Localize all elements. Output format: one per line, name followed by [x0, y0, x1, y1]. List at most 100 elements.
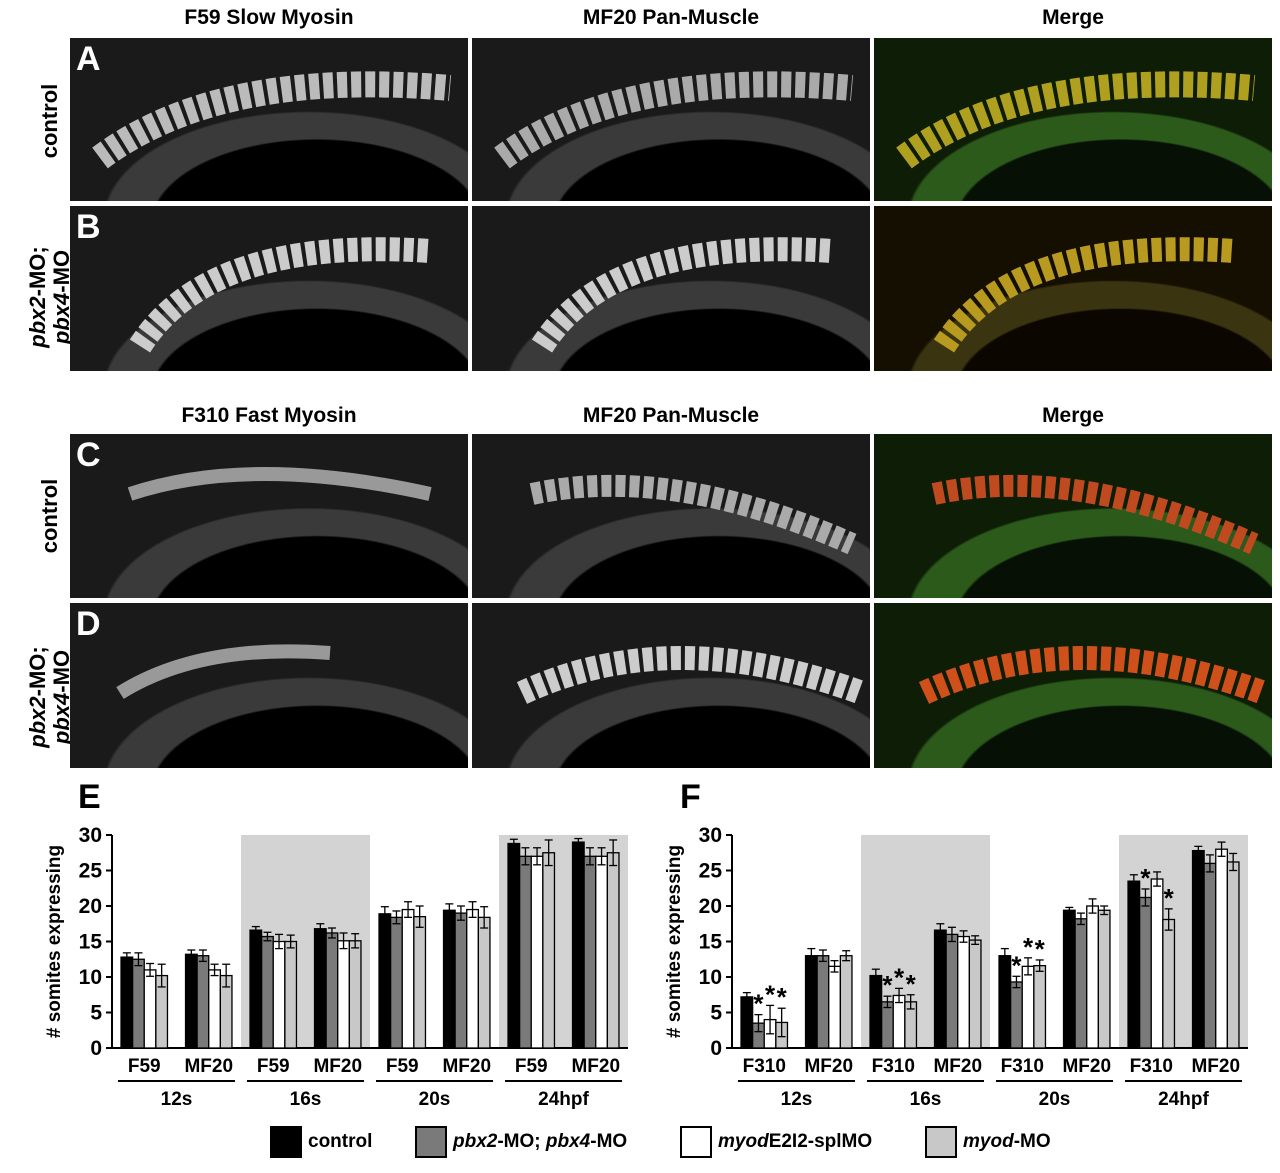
significance-asterisk: * [765, 979, 776, 1009]
panel-d-f310: D [70, 603, 468, 768]
bar [1162, 918, 1176, 1049]
somite-stripe [529, 474, 857, 555]
bar [968, 939, 982, 1049]
significance-asterisk: * [1011, 950, 1022, 980]
bar [1097, 909, 1111, 1049]
bar [1033, 964, 1047, 1049]
legend-swatch-myod-e2i2 [680, 1126, 712, 1158]
x-tick-label: MF20 [571, 1056, 620, 1077]
bar [1127, 880, 1141, 1049]
bar [454, 912, 468, 1049]
x-tick-label: MF20 [804, 1056, 853, 1077]
y-tick-label: 25 [79, 860, 103, 883]
legend-control: control [270, 1126, 372, 1158]
y-tick-label: 15 [699, 931, 723, 954]
panel-d-mf20 [472, 603, 870, 768]
group-label: 20s [1039, 1089, 1071, 1110]
row-label-morphant-d: pbx2-MO; pbx4-MO [25, 646, 74, 748]
legend-swatch-pbx [415, 1126, 447, 1158]
bar [945, 933, 959, 1049]
panel-b-mf20 [472, 206, 870, 371]
bar [892, 994, 906, 1049]
legend-swatch-control [270, 1126, 302, 1158]
bar [869, 974, 883, 1049]
column-title-merge: Merge [1042, 6, 1104, 29]
bar [1215, 848, 1229, 1049]
legend-myod-mo: myod -MO [925, 1126, 1051, 1158]
bar [998, 955, 1012, 1049]
bar [442, 909, 456, 1049]
y-tick-label: 0 [90, 1037, 102, 1060]
x-tick-label: MF20 [184, 1056, 233, 1077]
bar [120, 956, 134, 1049]
bar [583, 855, 597, 1049]
bar [530, 855, 544, 1049]
bar [143, 969, 157, 1049]
x-tick-label: MF20 [442, 1056, 491, 1077]
x-tick-label: MF20 [313, 1056, 362, 1077]
panel-a-f59: A [70, 38, 468, 201]
y-tick-label: 10 [79, 966, 102, 989]
panel-letter-e: E [78, 778, 101, 816]
significance-asterisk: * [894, 962, 905, 992]
column-title-merge-2: Merge [1042, 404, 1104, 427]
x-tick-label: F310 [872, 1056, 915, 1077]
y-axis-label: # somites expressing [664, 845, 685, 1038]
significance-asterisk: * [906, 969, 917, 999]
bar [477, 916, 491, 1049]
bar [507, 842, 521, 1049]
somite-stripe [494, 71, 854, 169]
bar [933, 929, 947, 1049]
bar [184, 953, 198, 1049]
bar [208, 969, 222, 1049]
x-tick-label: F59 [386, 1056, 419, 1077]
bar [816, 955, 830, 1049]
bar [595, 855, 609, 1049]
legend-swatch-myod-mo [925, 1126, 957, 1158]
y-tick-label: 20 [699, 895, 722, 918]
somite-stripe [116, 644, 331, 699]
bar [1150, 878, 1164, 1049]
somite-stripe [931, 474, 1259, 555]
somite-stripe [918, 646, 1269, 705]
bar [1086, 905, 1100, 1049]
x-tick-label: F310 [1130, 1056, 1173, 1077]
row-label-control-a: control [37, 83, 62, 159]
somite-stripe [933, 237, 1235, 353]
bar [466, 908, 480, 1049]
bar [413, 916, 427, 1049]
group-label: 24hpf [538, 1089, 589, 1110]
panel-letter-c: C [76, 436, 101, 474]
bar [131, 958, 145, 1049]
row-label-control-c: control [37, 478, 62, 554]
legend-myod-e2i2: myod E2I2-splMO [680, 1126, 872, 1158]
group-label: 16s [290, 1089, 322, 1110]
bar [1191, 849, 1205, 1049]
bar [313, 928, 327, 1049]
bar [828, 965, 842, 1049]
panel-c-mf20 [472, 434, 870, 598]
panel-letter-b: B [76, 208, 101, 246]
bar [378, 913, 392, 1049]
panel-letter-d: D [76, 605, 101, 643]
bar [740, 996, 754, 1049]
column-title-f310: F310 Fast Myosin [181, 404, 357, 427]
bar [1009, 981, 1023, 1049]
somite-stripe [516, 646, 867, 705]
bar [542, 852, 556, 1049]
x-tick-label: F59 [515, 1056, 548, 1077]
somite-stripe [896, 71, 1256, 169]
bar [196, 955, 210, 1049]
x-tick-label: F310 [743, 1056, 786, 1077]
y-tick-label: 10 [699, 966, 722, 989]
bar [1062, 909, 1076, 1049]
y-tick-label: 30 [699, 824, 722, 847]
y-tick-label: 5 [710, 1002, 722, 1025]
panel-letter-a: A [76, 40, 101, 78]
y-tick-label: 25 [699, 860, 723, 883]
bar [260, 935, 274, 1049]
y-axis-label: # somites expressing [44, 845, 65, 1038]
x-tick-label: MF20 [933, 1056, 982, 1077]
significance-asterisk: * [1164, 883, 1175, 913]
bar [337, 940, 351, 1049]
